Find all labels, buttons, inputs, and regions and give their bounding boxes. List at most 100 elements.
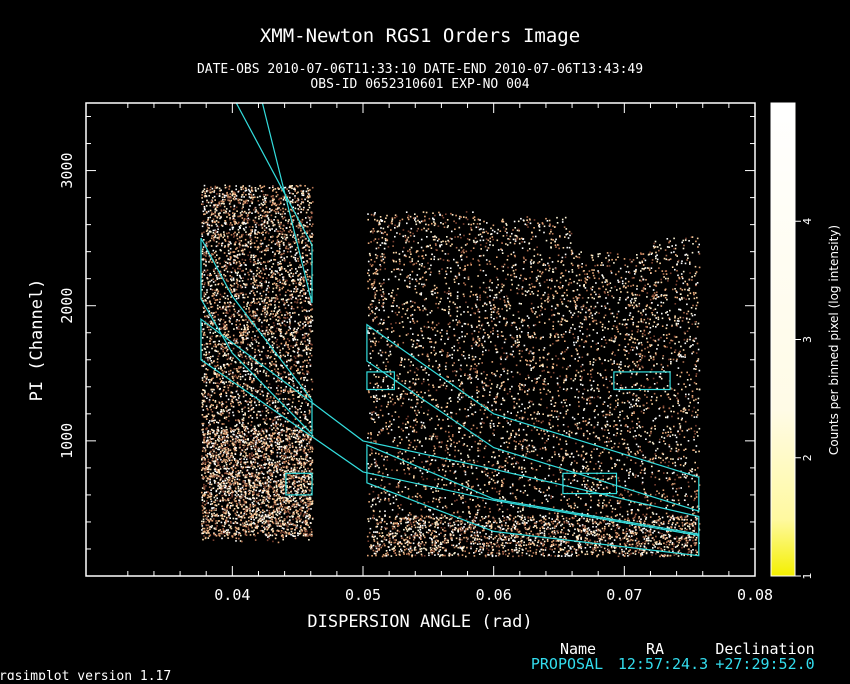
event-point <box>240 334 242 337</box>
event-point <box>285 234 288 236</box>
event-point <box>267 401 270 403</box>
event-point <box>232 383 234 385</box>
event-point <box>232 377 234 379</box>
event-point <box>211 190 214 193</box>
event-point <box>252 517 255 520</box>
event-point <box>211 419 213 421</box>
event-point <box>277 261 279 264</box>
event-point <box>294 482 296 485</box>
event-point <box>260 464 263 467</box>
event-point <box>211 261 213 263</box>
event-point <box>223 233 225 236</box>
event-point <box>209 451 211 454</box>
event-point <box>579 375 582 378</box>
event-point <box>222 198 224 201</box>
event-point <box>275 421 278 423</box>
event-point <box>261 350 263 353</box>
event-point <box>246 473 249 476</box>
event-point <box>229 492 232 495</box>
event-point <box>237 401 240 404</box>
event-point <box>259 303 261 306</box>
event-point <box>279 223 282 226</box>
event-point <box>285 269 287 272</box>
event-point <box>298 516 300 518</box>
event-point <box>241 280 244 282</box>
event-point <box>373 337 376 340</box>
event-point <box>416 250 419 252</box>
event-point <box>217 318 220 321</box>
event-point <box>475 505 477 508</box>
event-point <box>202 416 205 418</box>
event-point <box>288 298 290 301</box>
event-point <box>299 298 302 300</box>
event-point <box>229 271 232 273</box>
event-point <box>300 282 302 285</box>
observation-dates: DATE-OBS 2010-07-06T11:33:10 DATE-END 20… <box>197 62 643 77</box>
event-point <box>293 336 296 339</box>
event-point <box>220 210 223 212</box>
event-point <box>550 495 553 497</box>
event-point <box>559 276 562 279</box>
event-point <box>306 187 309 190</box>
event-point <box>283 512 286 515</box>
event-point <box>232 212 234 214</box>
event-point <box>271 475 274 478</box>
event-point <box>288 244 290 246</box>
event-point <box>301 255 304 258</box>
event-point <box>225 401 228 403</box>
event-point <box>306 435 309 438</box>
event-point <box>242 293 245 296</box>
event-point <box>305 271 308 273</box>
event-point <box>202 409 205 411</box>
event-point <box>230 196 232 199</box>
event-point <box>299 278 301 280</box>
event-point <box>232 371 234 374</box>
event-point <box>239 361 242 364</box>
event-point <box>216 515 218 517</box>
event-point <box>248 507 251 510</box>
event-point <box>203 294 205 296</box>
event-point <box>259 319 261 321</box>
event-point <box>237 199 240 202</box>
event-point <box>205 241 208 244</box>
event-point <box>307 333 310 336</box>
event-point <box>202 299 204 302</box>
event-point <box>215 465 218 467</box>
event-point <box>255 226 257 228</box>
event-point <box>216 261 219 264</box>
event-point <box>232 251 234 253</box>
event-point <box>261 514 264 517</box>
event-point <box>511 322 514 324</box>
event-point <box>208 364 211 366</box>
event-point <box>285 299 288 302</box>
event-point <box>293 468 295 471</box>
event-point <box>204 391 206 393</box>
event-point <box>212 323 215 325</box>
event-point <box>265 281 267 284</box>
event-point <box>616 289 618 291</box>
event-point <box>280 491 282 493</box>
event-point <box>240 465 243 468</box>
event-point <box>209 396 211 399</box>
event-point <box>384 497 387 500</box>
event-point <box>273 258 275 261</box>
event-point <box>290 498 292 500</box>
event-point <box>278 316 281 318</box>
event-point <box>257 187 260 190</box>
event-point <box>232 469 234 471</box>
event-point <box>310 325 312 327</box>
event-point <box>252 282 254 284</box>
event-point <box>239 276 241 278</box>
event-point <box>294 248 297 251</box>
event-point <box>276 493 279 496</box>
event-point <box>242 436 245 439</box>
event-point <box>307 196 310 199</box>
event-point <box>240 342 242 345</box>
event-point <box>239 540 242 542</box>
event-point <box>232 193 234 195</box>
event-point <box>224 184 226 187</box>
event-point <box>216 460 218 463</box>
event-point <box>310 315 312 317</box>
event-point <box>244 414 246 416</box>
event-point <box>274 337 277 339</box>
